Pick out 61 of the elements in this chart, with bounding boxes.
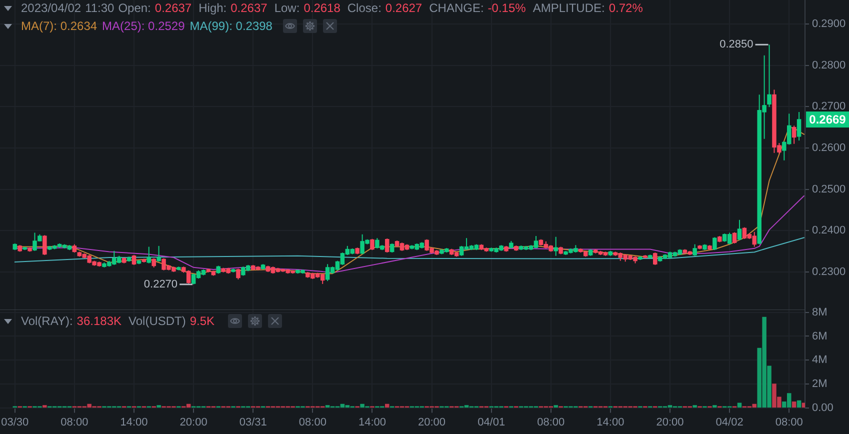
- y-tick-label: 0.2800: [812, 59, 846, 72]
- x-tick-label: 14:00: [120, 416, 148, 428]
- candlestick: [370, 238, 374, 251]
- candlestick: [692, 244, 697, 256]
- candlestick: [152, 258, 156, 268]
- candlestick: [712, 236, 717, 251]
- x-tick-label: 08:00: [537, 416, 565, 428]
- candlestick: [554, 236, 558, 256]
- x-tick-label: 08:00: [298, 416, 326, 428]
- candlestick: [390, 242, 394, 254]
- x-tick-label: 04/01: [478, 416, 506, 428]
- bar: [737, 402, 742, 408]
- x-tick-label: 03/30: [1, 416, 29, 428]
- candlestick: [796, 112, 802, 142]
- y-tick-label: 6M: [812, 330, 828, 342]
- bar: [792, 402, 796, 408]
- y-tick-label: 2M: [812, 378, 828, 390]
- y-tick-label: 8M: [812, 306, 828, 318]
- bar: [692, 405, 697, 408]
- y-tick-label: 0.2400: [812, 224, 846, 237]
- bar: [42, 405, 47, 408]
- x-tick-label: 20:00: [180, 416, 208, 428]
- candlestick: [132, 254, 136, 266]
- candlestick: [384, 238, 390, 254]
- y-tick-label: 0.2600: [812, 142, 846, 154]
- y-tick-label: 0.2300: [812, 266, 846, 278]
- annotation: Vol(RAY): 36.183K Vol(USDT) 9.5K: [21, 314, 215, 328]
- candlestick: [767, 44, 772, 108]
- bar: [156, 405, 161, 408]
- y-tick-label: 0.2500: [812, 183, 846, 196]
- text: MA(7): 0.2634: [21, 19, 98, 33]
- text: MA(25): 0.2529: [102, 19, 185, 33]
- annotation: 0.2669: [809, 112, 846, 126]
- candlestick: [792, 125, 796, 144]
- text: 2023/04/02 11:30 Open: 0.2637 High: 0.2637 Low: 0.2618 Close: 0.2627 CHANGE: -0.15% AMPLITUDE: 0.72%: [21, 1, 643, 15]
- x-tick-label: 20:00: [418, 416, 446, 428]
- candlestick: [236, 268, 240, 280]
- candlestick: [156, 245, 161, 262]
- annotation: 0.2850: [720, 38, 754, 51]
- candlestick: [732, 232, 737, 244]
- y-tick-label: 0.2700: [812, 100, 846, 113]
- x-tick-label: 14:00: [596, 416, 624, 428]
- y-tick-label: 0.2900: [812, 18, 846, 30]
- x-tick-label: 04/02: [716, 416, 744, 428]
- candlestick: [146, 246, 152, 264]
- y-tick-label: 4M: [812, 354, 828, 366]
- bar: [554, 405, 558, 408]
- y-tick-label: 0.00: [812, 402, 834, 414]
- x-tick-label: 20:00: [656, 416, 684, 428]
- x-tick-label: 08:00: [775, 416, 803, 428]
- candlestick: [42, 234, 47, 256]
- x-tick-label: 08:00: [60, 416, 88, 428]
- candlestick: [737, 219, 742, 241]
- bar: [802, 402, 805, 408]
- bar: [712, 405, 717, 408]
- bar: [796, 400, 802, 408]
- x-tick-label: 14:00: [358, 416, 386, 428]
- annotation: 0.2270: [144, 278, 178, 290]
- candlestick: [652, 252, 658, 266]
- x-tick-label: 03/31: [239, 416, 267, 428]
- text: MA(99): 0.2398: [190, 19, 272, 33]
